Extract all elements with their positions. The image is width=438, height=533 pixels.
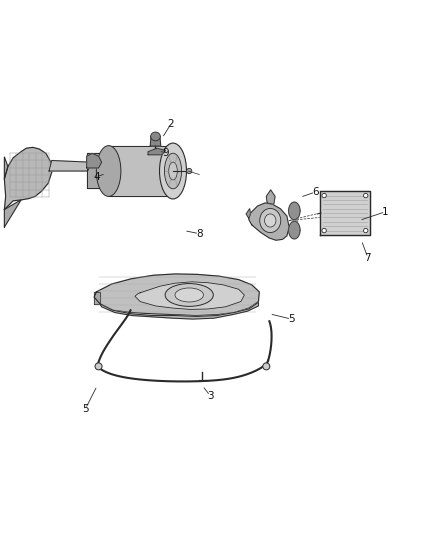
Polygon shape — [87, 154, 102, 168]
Circle shape — [95, 363, 102, 370]
Text: 5: 5 — [288, 314, 295, 324]
Circle shape — [322, 229, 326, 233]
Circle shape — [364, 229, 368, 233]
Polygon shape — [4, 200, 21, 227]
Text: 3: 3 — [207, 391, 214, 401]
Ellipse shape — [96, 146, 121, 197]
Text: 4: 4 — [93, 172, 100, 182]
Ellipse shape — [260, 208, 281, 232]
Polygon shape — [87, 152, 109, 188]
Polygon shape — [320, 191, 370, 235]
Polygon shape — [94, 292, 100, 304]
Ellipse shape — [165, 284, 213, 306]
Polygon shape — [289, 221, 300, 239]
Polygon shape — [150, 136, 161, 146]
Polygon shape — [246, 209, 251, 219]
Text: 5: 5 — [82, 404, 89, 414]
Text: 9: 9 — [162, 148, 169, 158]
Ellipse shape — [159, 143, 187, 199]
Polygon shape — [249, 203, 289, 240]
Polygon shape — [148, 148, 166, 155]
Polygon shape — [100, 302, 258, 319]
Ellipse shape — [175, 288, 203, 302]
Text: 8: 8 — [196, 229, 203, 239]
Circle shape — [322, 193, 326, 198]
Circle shape — [364, 193, 368, 198]
Text: 7: 7 — [364, 253, 371, 263]
Polygon shape — [292, 211, 297, 230]
Polygon shape — [4, 157, 8, 179]
Ellipse shape — [169, 162, 177, 180]
Text: 1: 1 — [382, 207, 389, 217]
Ellipse shape — [164, 153, 182, 189]
Polygon shape — [109, 146, 173, 197]
Polygon shape — [289, 202, 300, 220]
Polygon shape — [266, 190, 275, 204]
Ellipse shape — [265, 214, 276, 227]
Polygon shape — [4, 147, 52, 209]
Text: 2: 2 — [167, 119, 174, 129]
Polygon shape — [135, 282, 244, 310]
Polygon shape — [94, 274, 259, 316]
Circle shape — [263, 363, 270, 370]
Ellipse shape — [151, 132, 160, 141]
Polygon shape — [49, 160, 92, 171]
Text: 6: 6 — [312, 187, 319, 197]
Circle shape — [187, 168, 192, 174]
